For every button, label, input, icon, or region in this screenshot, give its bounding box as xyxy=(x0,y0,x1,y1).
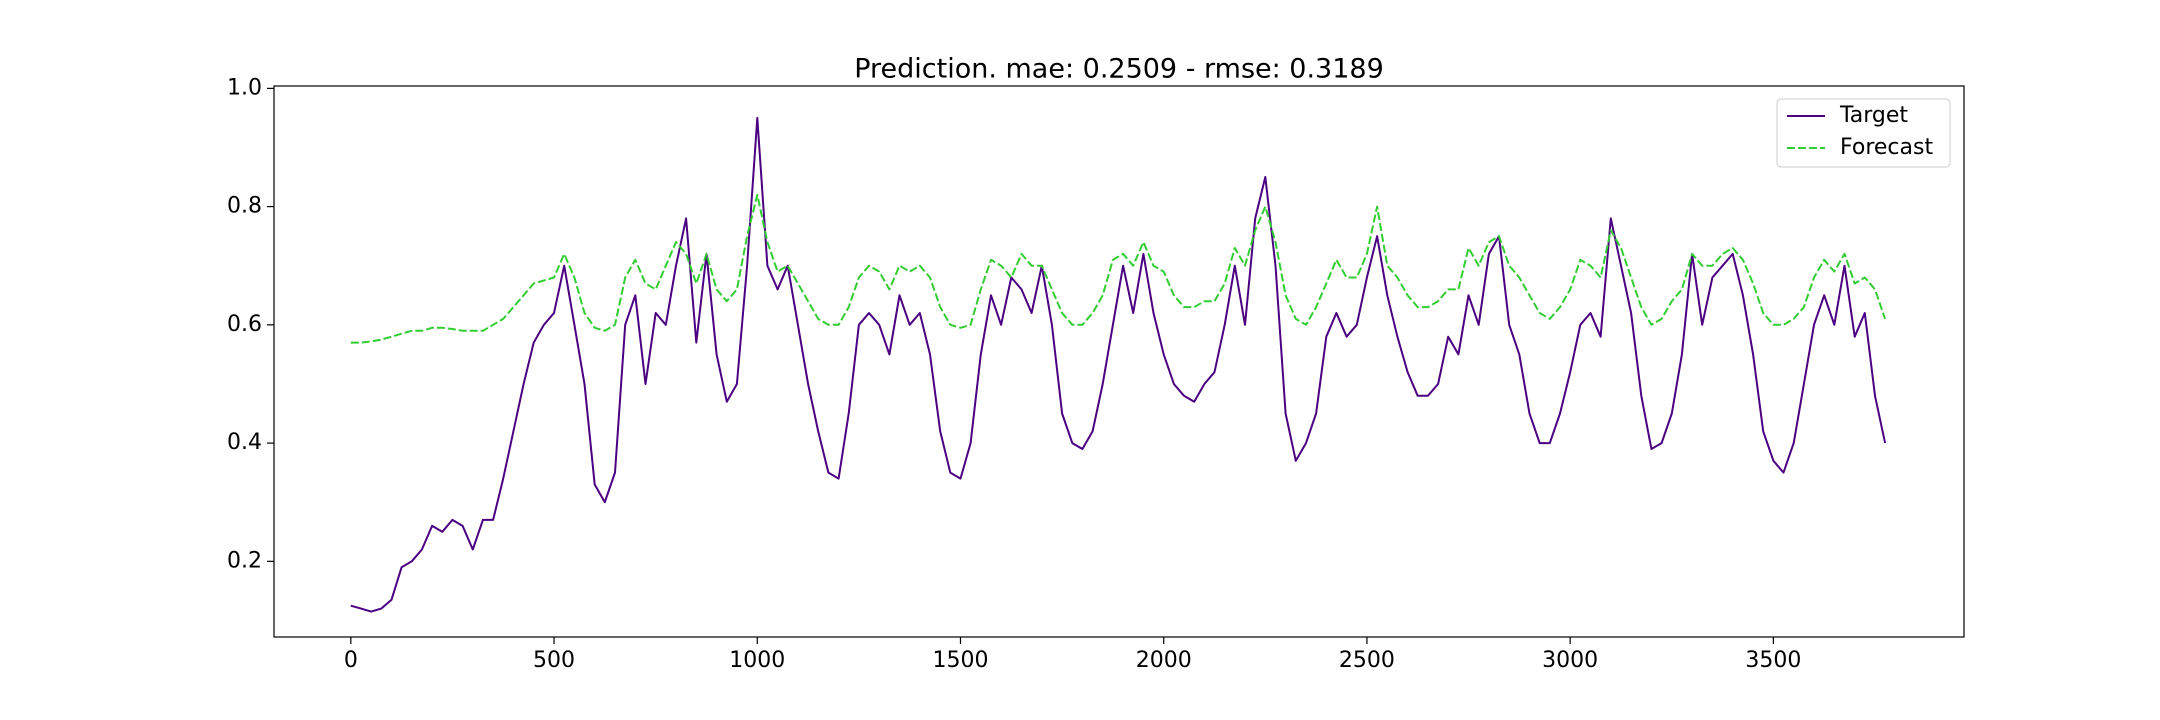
x-tick-label: 500 xyxy=(533,648,575,673)
x-tick-label: 3500 xyxy=(1745,648,1801,673)
x-tick-label: 2500 xyxy=(1339,648,1395,673)
y-tick-label: 0.8 xyxy=(227,194,262,219)
series-line xyxy=(350,116,1887,613)
series-line xyxy=(350,193,1887,344)
y-tick-label: 0.2 xyxy=(227,548,262,573)
y-tick-label: 0.6 xyxy=(227,312,262,337)
x-tick-label: 1000 xyxy=(729,648,785,673)
legend-label: Target xyxy=(1839,103,1908,128)
legend-label: Forecast xyxy=(1840,135,1933,160)
plot-frame xyxy=(273,85,1965,638)
x-tick-label: 2000 xyxy=(1136,648,1192,673)
chart-title: Prediction. mae: 0.2509 - rmse: 0.3189 xyxy=(854,54,1384,85)
x-tick-label: 1500 xyxy=(932,648,988,673)
y-tick-label: 0.4 xyxy=(227,430,262,455)
y-tick-label: 1.0 xyxy=(227,75,262,100)
x-tick-label: 3000 xyxy=(1542,648,1598,673)
x-tick-label: 0 xyxy=(344,648,358,673)
